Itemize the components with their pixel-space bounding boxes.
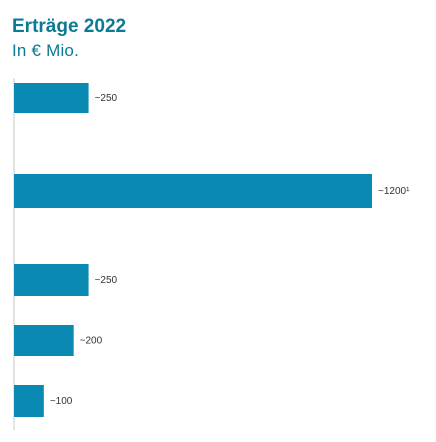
bar-4 <box>14 325 74 356</box>
bars-group: ~250 ~1200¹ ~250 ~200 ~100 <box>14 83 410 417</box>
bar-2 <box>14 174 372 208</box>
bar-5 <box>14 385 44 417</box>
chart-subtitle: In € Mio. <box>12 41 79 60</box>
bar-3 <box>14 264 89 296</box>
bar-value-label-3: ~250 <box>95 275 118 286</box>
bar-1 <box>14 83 89 113</box>
bar-value-label-4: ~200 <box>80 336 103 347</box>
bar-value-label-2: ~1200¹ <box>378 186 410 197</box>
bar-value-label-1: ~250 <box>95 93 118 104</box>
chart-title: Erträge 2022 <box>12 16 127 37</box>
bar-value-label-5: ~100 <box>50 396 73 407</box>
